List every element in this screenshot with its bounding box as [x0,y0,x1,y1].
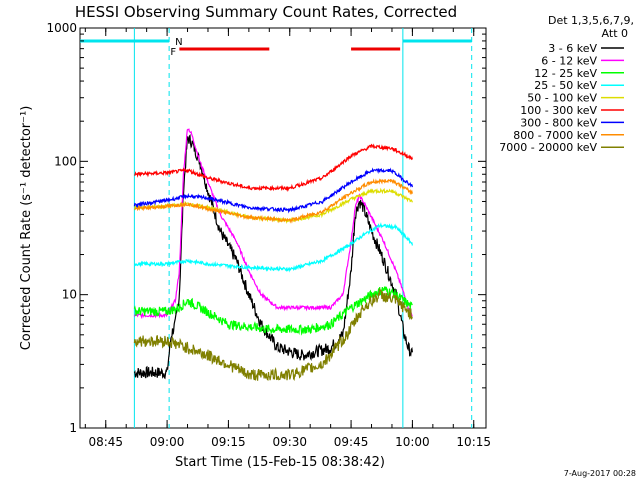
x-tick-label: 09:45 [334,435,369,449]
x-tick-label: 09:00 [150,435,185,449]
series-line-100-300-kev [134,143,413,192]
y-tick-label: 1 [69,421,77,435]
legend-header-line-1: Det 1,3,5,6,7,9, [548,14,634,27]
legend-label: 6 - 12 keV [541,54,597,67]
x-tick-label: 09:15 [211,435,246,449]
legend-label: 300 - 800 keV [520,116,597,129]
series-line-300-800-kev [133,167,413,214]
legend-header-line-2: Att 0 [602,27,628,40]
legend-label: 50 - 100 keV [527,92,597,105]
legend-label: 12 - 25 keV [534,67,597,80]
series-line-6-12-kev [133,128,413,320]
x-tick-label: 09:30 [272,435,307,449]
footer-date: 7-Aug-2017 00:28 [564,469,636,478]
y-axis-label: Corrected Count Rate (s⁻¹ detector⁻¹) [19,106,34,351]
x-tick-label: 10:00 [395,435,430,449]
plot-frame [79,27,487,429]
series-line-7000-20000-kev [133,287,413,381]
legend-label: 100 - 300 keV [520,104,597,117]
chart-title: HESSI Observing Summary Count Rates, Cor… [75,3,457,21]
axes-layer: 1 10 100 1000 08:45 09:00 09:15 09:30 09:45 10:00… [46,21,491,449]
series-line-25-50-kev [133,222,413,273]
y-tick-label: 10 [62,288,77,302]
y-tick-label: 100 [54,154,77,168]
night-marker-label: N [175,37,182,48]
x-tick-label: 10:15 [456,435,491,449]
legend-label: 3 - 6 keV [548,42,597,55]
legend-label: 25 - 50 keV [534,79,597,92]
x-tick-label: 08:45 [88,435,123,449]
annotations-layer: NF [80,28,473,428]
series-layer [133,128,413,381]
legend-label: 800 - 7000 keV [513,129,597,142]
plot-area [79,27,487,429]
series-line-800-7000-kev [134,178,413,224]
legend-label: 7000 - 20000 keV [499,141,597,154]
x-axis-label: Start Time (15-Feb-15 08:38:42) [175,455,385,470]
flare-marker-label: F [170,47,176,58]
series-line-12-25-kev [133,286,413,336]
y-tick-label: 1000 [46,21,77,35]
